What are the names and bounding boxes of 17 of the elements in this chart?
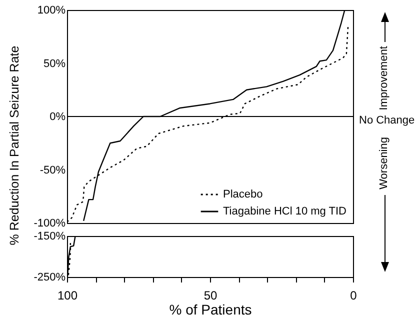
x-axis-title: % of Patients (169, 302, 252, 318)
y-tick-label: -50% (40, 164, 66, 176)
y-tick-label: 100% (37, 4, 66, 16)
x-tick-label: 100 (57, 288, 78, 302)
y-axis-title: % Reduction In Partial Seizure Rate (8, 46, 22, 246)
y-tick-label: -100% (34, 218, 66, 230)
text: Worsening (378, 137, 390, 190)
y-tick-label: 0% (50, 111, 66, 123)
y-tick-label: -150% (34, 230, 66, 242)
legend-label: Placebo (223, 188, 263, 200)
y-tick-label: 50% (43, 58, 66, 70)
x-tick-label: 0 (350, 288, 358, 302)
x-tick-label: 50 (204, 288, 218, 302)
text: Improvement (378, 46, 390, 110)
legend-label: Tiagabine HCl 10 mg TID (223, 206, 347, 218)
ref-line-label: No Change (359, 114, 415, 126)
y-tick-label: -250% (34, 272, 66, 284)
